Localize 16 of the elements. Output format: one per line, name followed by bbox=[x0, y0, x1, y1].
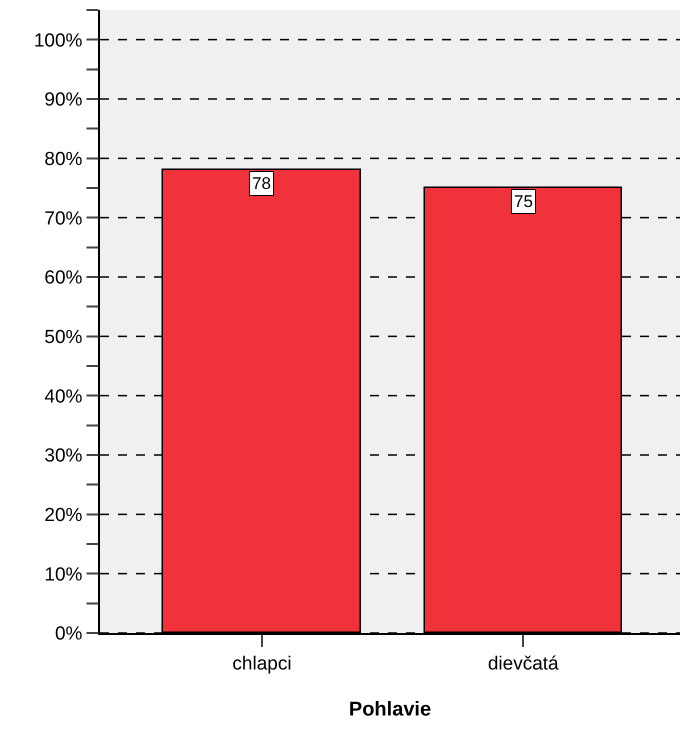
data-label: 75 bbox=[514, 192, 533, 211]
y-tick-label: 50% bbox=[44, 326, 83, 348]
y-tick-label: 0% bbox=[54, 624, 83, 645]
x-tick-label: dievčatá bbox=[488, 654, 560, 675]
y-tick-label: 40% bbox=[44, 386, 83, 408]
y-tick-label: 80% bbox=[44, 148, 83, 170]
y-tick-label: 60% bbox=[44, 268, 83, 289]
data-label: 78 bbox=[252, 174, 271, 193]
y-tick-label: 10% bbox=[44, 564, 83, 586]
y-tick-label: 100% bbox=[34, 30, 83, 52]
x-tick-label: chlapci bbox=[232, 654, 292, 675]
y-tick-label: 30% bbox=[44, 446, 83, 467]
y-tick-label: 90% bbox=[44, 90, 83, 111]
x-axis-title: Pohlavie bbox=[348, 698, 432, 721]
y-tick-label: 20% bbox=[44, 504, 83, 526]
y-tick-label: 70% bbox=[44, 208, 83, 230]
